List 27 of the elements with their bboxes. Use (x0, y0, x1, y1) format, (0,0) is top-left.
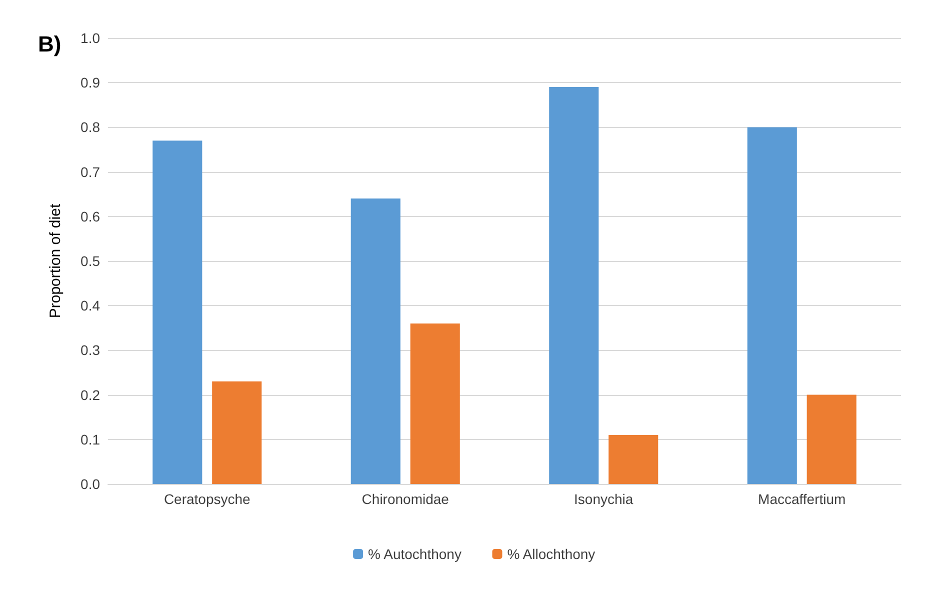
y-tick-label: 0.5 (80, 253, 100, 269)
y-tick-label: 0.3 (80, 342, 100, 358)
chart-title: B) (38, 32, 62, 56)
y-tick-label: 0.8 (80, 119, 100, 136)
y-axis-title: Proportion of diet (47, 203, 64, 318)
bar (806, 394, 856, 484)
y-tick-label: 0.6 (80, 208, 100, 224)
bar (350, 198, 400, 484)
x-tick-label: Maccaffertium (758, 491, 846, 507)
y-tick-label: 0.7 (80, 164, 100, 180)
legend-label: % Allochthony (507, 546, 596, 562)
y-tick-label: 1.0 (80, 30, 100, 46)
bar (410, 323, 460, 484)
y-tick-label: 0.0 (80, 476, 100, 492)
bar (549, 87, 599, 484)
bar (608, 434, 658, 484)
bar (152, 140, 202, 484)
x-tick-label: Chironomidae (362, 491, 450, 507)
y-tick-label: 0.9 (80, 74, 100, 91)
y-tick-label: 0.4 (80, 298, 100, 314)
y-tick-label: 0.2 (80, 386, 100, 403)
bar (747, 127, 797, 484)
bar (212, 381, 262, 484)
legend-label: % Autochthony (368, 546, 462, 562)
x-tick-label: Isonychia (574, 491, 634, 507)
y-tick-label: 0.1 (80, 431, 100, 448)
x-tick-label: Ceratopsyche (164, 491, 251, 507)
